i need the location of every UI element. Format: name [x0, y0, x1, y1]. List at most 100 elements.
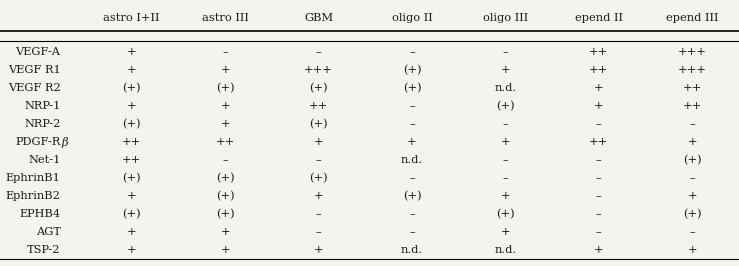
Text: ++: ++ — [122, 155, 141, 165]
Text: astro III: astro III — [202, 13, 248, 23]
Text: oligo III: oligo III — [483, 13, 528, 23]
Text: ++: ++ — [589, 137, 608, 147]
Text: (+): (+) — [403, 65, 421, 75]
Text: VEGF-A: VEGF-A — [16, 47, 61, 57]
Text: GBM: GBM — [304, 13, 333, 23]
Text: –: – — [409, 173, 415, 183]
Text: EphrinB1: EphrinB1 — [6, 173, 61, 183]
Text: +: + — [220, 245, 230, 255]
Text: ++: ++ — [309, 101, 328, 111]
Text: +: + — [220, 227, 230, 237]
Text: –: – — [596, 191, 602, 201]
Text: –: – — [409, 101, 415, 111]
Text: +: + — [127, 191, 137, 201]
Text: EphrinB2: EphrinB2 — [6, 191, 61, 201]
Text: ++: ++ — [589, 65, 608, 75]
Text: (+): (+) — [123, 209, 141, 219]
Text: (+): (+) — [216, 173, 234, 184]
Text: –: – — [503, 155, 508, 165]
Text: +: + — [500, 65, 510, 75]
Text: (+): (+) — [216, 191, 234, 201]
Text: +: + — [127, 65, 137, 75]
Text: (+): (+) — [496, 101, 515, 111]
Text: β: β — [61, 137, 68, 148]
Text: –: – — [409, 47, 415, 57]
Text: –: – — [409, 209, 415, 219]
Text: NRP-1: NRP-1 — [24, 101, 61, 111]
Text: +: + — [500, 227, 510, 237]
Text: +: + — [594, 83, 604, 93]
Text: ++: ++ — [122, 137, 141, 147]
Text: –: – — [222, 155, 228, 165]
Text: –: – — [596, 119, 602, 129]
Text: +: + — [220, 101, 230, 111]
Text: (+): (+) — [309, 83, 328, 93]
Text: +: + — [500, 137, 510, 147]
Text: n.d.: n.d. — [494, 83, 517, 93]
Text: n.d.: n.d. — [494, 245, 517, 255]
Text: +: + — [687, 245, 697, 255]
Text: ++: ++ — [589, 47, 608, 57]
Text: (+): (+) — [309, 173, 328, 184]
Text: +: + — [220, 65, 230, 75]
Text: (+): (+) — [216, 209, 234, 219]
Text: EPHB4: EPHB4 — [19, 209, 61, 219]
Text: –: – — [316, 155, 321, 165]
Text: (+): (+) — [216, 83, 234, 93]
Text: (+): (+) — [403, 83, 421, 93]
Text: –: – — [503, 47, 508, 57]
Text: +: + — [127, 227, 137, 237]
Text: (+): (+) — [403, 191, 421, 201]
Text: +: + — [314, 245, 324, 255]
Text: ++: ++ — [216, 137, 235, 147]
Text: (+): (+) — [683, 209, 701, 219]
Text: +: + — [127, 47, 137, 57]
Text: AGT: AGT — [35, 227, 61, 237]
Text: +: + — [127, 101, 137, 111]
Text: –: – — [409, 227, 415, 237]
Text: PDGF-R: PDGF-R — [16, 137, 61, 147]
Text: epend II: epend II — [575, 13, 623, 23]
Text: –: – — [503, 173, 508, 183]
Text: n.d.: n.d. — [401, 245, 423, 255]
Text: –: – — [503, 119, 508, 129]
Text: –: – — [316, 227, 321, 237]
Text: –: – — [316, 209, 321, 219]
Text: +: + — [687, 191, 697, 201]
Text: (+): (+) — [309, 119, 328, 129]
Text: –: – — [689, 119, 695, 129]
Text: +: + — [500, 191, 510, 201]
Text: –: – — [316, 47, 321, 57]
Text: n.d.: n.d. — [401, 155, 423, 165]
Text: (+): (+) — [496, 209, 515, 219]
Text: VEGF R1: VEGF R1 — [8, 65, 61, 75]
Text: –: – — [596, 155, 602, 165]
Text: +: + — [220, 119, 230, 129]
Text: –: – — [689, 227, 695, 237]
Text: NRP-2: NRP-2 — [24, 119, 61, 129]
Text: (+): (+) — [123, 173, 141, 184]
Text: +: + — [407, 137, 417, 147]
Text: –: – — [689, 173, 695, 183]
Text: ++: ++ — [683, 83, 702, 93]
Text: (+): (+) — [683, 155, 701, 165]
Text: (+): (+) — [123, 83, 141, 93]
Text: Net-1: Net-1 — [28, 155, 61, 165]
Text: –: – — [596, 173, 602, 183]
Text: +++: +++ — [678, 65, 706, 75]
Text: +: + — [127, 245, 137, 255]
Text: +: + — [314, 191, 324, 201]
Text: TSP-2: TSP-2 — [27, 245, 61, 255]
Text: +: + — [314, 137, 324, 147]
Text: +: + — [594, 245, 604, 255]
Text: +: + — [594, 101, 604, 111]
Text: VEGF R2: VEGF R2 — [8, 83, 61, 93]
Text: ++: ++ — [683, 101, 702, 111]
Text: oligo II: oligo II — [392, 13, 432, 23]
Text: –: – — [222, 47, 228, 57]
Text: –: – — [596, 227, 602, 237]
Text: (+): (+) — [123, 119, 141, 129]
Text: +: + — [687, 137, 697, 147]
Text: +++: +++ — [678, 47, 706, 57]
Text: –: – — [409, 119, 415, 129]
